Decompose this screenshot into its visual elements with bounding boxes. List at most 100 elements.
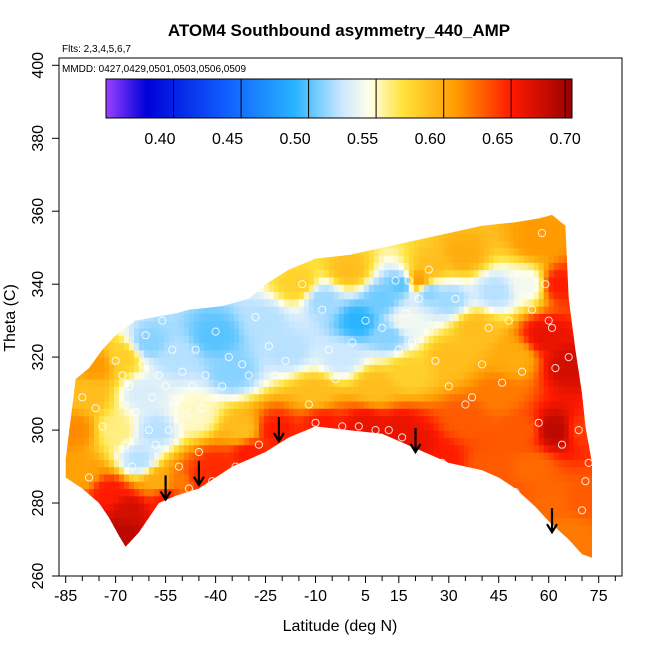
heatmap-cell (358, 298, 365, 307)
heatmap-cell (193, 466, 200, 475)
heatmap-cell (113, 554, 120, 558)
heatmap-cell (473, 437, 480, 446)
heatmap-cell (453, 320, 460, 329)
heatmap-cell (148, 357, 155, 366)
heatmap-cell (513, 284, 520, 293)
heatmap-cell (59, 561, 65, 569)
heatmap-cell (103, 269, 110, 278)
heatmap-cell (65, 510, 70, 519)
heatmap-cell (288, 415, 295, 424)
heatmap-cell (513, 517, 520, 526)
heatmap-cell (83, 298, 90, 307)
heatmap-cell (73, 262, 80, 271)
heatmap-cell (154, 204, 160, 212)
heatmap-cell (313, 510, 320, 519)
heatmap-cell (258, 408, 265, 417)
heatmap-cell (68, 510, 75, 519)
heatmap-cell (229, 204, 235, 212)
heatmap-cell (343, 393, 350, 402)
heatmap-cell (118, 320, 125, 329)
heatmap-cell (173, 320, 180, 329)
heatmap-cell (123, 451, 130, 460)
heatmap-cell (388, 503, 395, 511)
heatmap-cell (268, 357, 275, 366)
heatmap-cell (528, 276, 535, 285)
heatmap-cell (328, 393, 335, 402)
heatmap-cell (508, 400, 515, 409)
heatmap-cell (243, 451, 250, 460)
heatmap-cell (298, 371, 305, 380)
heatmap-cell (88, 327, 95, 336)
heatmap-cell (183, 554, 190, 558)
heatmap-cell (73, 357, 80, 366)
heatmap-cell (253, 320, 260, 329)
heatmap-cell (373, 284, 380, 293)
heatmap-cell (428, 342, 435, 351)
heatmap-cell (493, 539, 500, 548)
heatmap-cell (273, 240, 280, 249)
heatmap-cell (153, 247, 160, 256)
heatmap-cell (303, 335, 310, 344)
heatmap-cell (153, 524, 160, 533)
heatmap-cell (148, 510, 155, 519)
heatmap-cell (229, 561, 235, 569)
heatmap-cell (268, 408, 275, 417)
heatmap-cell (243, 262, 250, 271)
heatmap-cell (228, 459, 235, 468)
heatmap-cell (148, 386, 155, 395)
heatmap-cell (193, 546, 200, 555)
heatmap-cell (59, 211, 65, 219)
heatmap-cell (503, 327, 510, 336)
heatmap-cell (183, 313, 190, 322)
heatmap-cell (343, 306, 350, 314)
heatmap-cell (203, 451, 210, 460)
heatmap-cell (523, 214, 530, 220)
heatmap-cell (473, 386, 480, 395)
heatmap-cell (99, 561, 105, 569)
heatmap-cell (473, 291, 480, 300)
heatmap-cell (353, 379, 360, 387)
heatmap-cell (118, 554, 125, 558)
heatmap-cell (363, 349, 370, 358)
heatmap-cell (438, 254, 445, 263)
heatmap-cell (518, 488, 525, 497)
heatmap-cell (188, 517, 195, 526)
heatmap-cell (153, 386, 160, 395)
heatmap-cell (523, 306, 530, 314)
heatmap-cell (188, 349, 195, 358)
heatmap-cell (113, 306, 120, 314)
heatmap-cell (473, 488, 480, 497)
heatmap-cell (418, 393, 425, 402)
heatmap-cell (269, 204, 275, 212)
heatmap-cell (113, 276, 120, 285)
heatmap-cell (488, 393, 495, 402)
heatmap-cell (533, 306, 540, 314)
heatmap-cell (228, 371, 235, 380)
heatmap-cell (68, 349, 75, 358)
heatmap-cell (458, 262, 465, 271)
heatmap-cell (518, 327, 525, 336)
heatmap-cell (478, 214, 485, 220)
heatmap-cell (238, 459, 245, 468)
heatmap-cell (223, 371, 230, 380)
heatmap-cell (188, 524, 195, 533)
heatmap-cell (238, 503, 245, 511)
heatmap-cell (338, 415, 345, 424)
heatmap-cell (218, 415, 225, 424)
heatmap-cell (303, 524, 310, 533)
heatmap-cell (218, 313, 225, 322)
heatmap-cell (423, 459, 430, 468)
heatmap-cell (533, 379, 540, 387)
heatmap-cell (228, 320, 235, 329)
heatmap-cell (183, 510, 190, 519)
heatmap-cell (64, 569, 70, 577)
heatmap-cell (218, 327, 225, 336)
heatmap-cell (98, 437, 105, 446)
heatmap-cell (354, 561, 360, 569)
heatmap-cell (523, 459, 530, 468)
heatmap-cell (198, 444, 205, 453)
heatmap-cell (108, 539, 115, 548)
heatmap-cell (318, 233, 325, 241)
heatmap-cell (208, 422, 215, 431)
heatmap-cell (423, 342, 430, 351)
